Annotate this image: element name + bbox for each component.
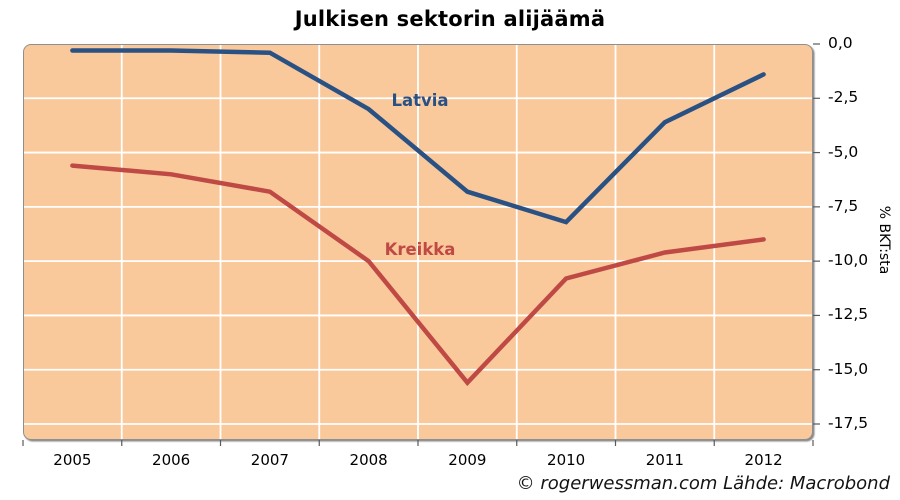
y-tick-label: -2,5 [828, 88, 859, 107]
x-tick-label: 2011 [645, 451, 684, 469]
y-axis-title: % BKT:sta [876, 205, 892, 275]
series-line-kreikka [70, 163, 766, 387]
y-tick-label: -5,0 [828, 142, 859, 161]
y-tick-label: 0,0 [828, 34, 853, 52]
y-tick-label: -10,0 [828, 251, 869, 270]
source-attribution: © rogerwessman.com Lähde: Macrobond [516, 473, 890, 494]
y-tick-label: -12,5 [828, 305, 869, 324]
chart-title: Julkisen sektorin alijäämä [294, 7, 606, 31]
x-tick-label: 2006 [152, 451, 191, 469]
plot-contents: Latvia Kreikka [24, 45, 812, 439]
y-tick-label: -15,0 [828, 359, 869, 378]
x-tick-label: 2008 [349, 451, 388, 469]
x-tick-label: 2010 [547, 451, 586, 469]
y-tick-label: -17,5 [828, 414, 869, 432]
series-line-latvia [70, 48, 766, 225]
x-tick-label: 2009 [448, 451, 487, 469]
x-tick-label: 2005 [53, 451, 92, 469]
series-label-kreikka: Kreikka [385, 240, 456, 259]
y-tick-label: -7,5 [828, 196, 859, 215]
x-tick-label: 2007 [250, 451, 289, 469]
series-label-latvia: Latvia [391, 91, 448, 110]
x-tick-label: 2012 [744, 451, 783, 469]
